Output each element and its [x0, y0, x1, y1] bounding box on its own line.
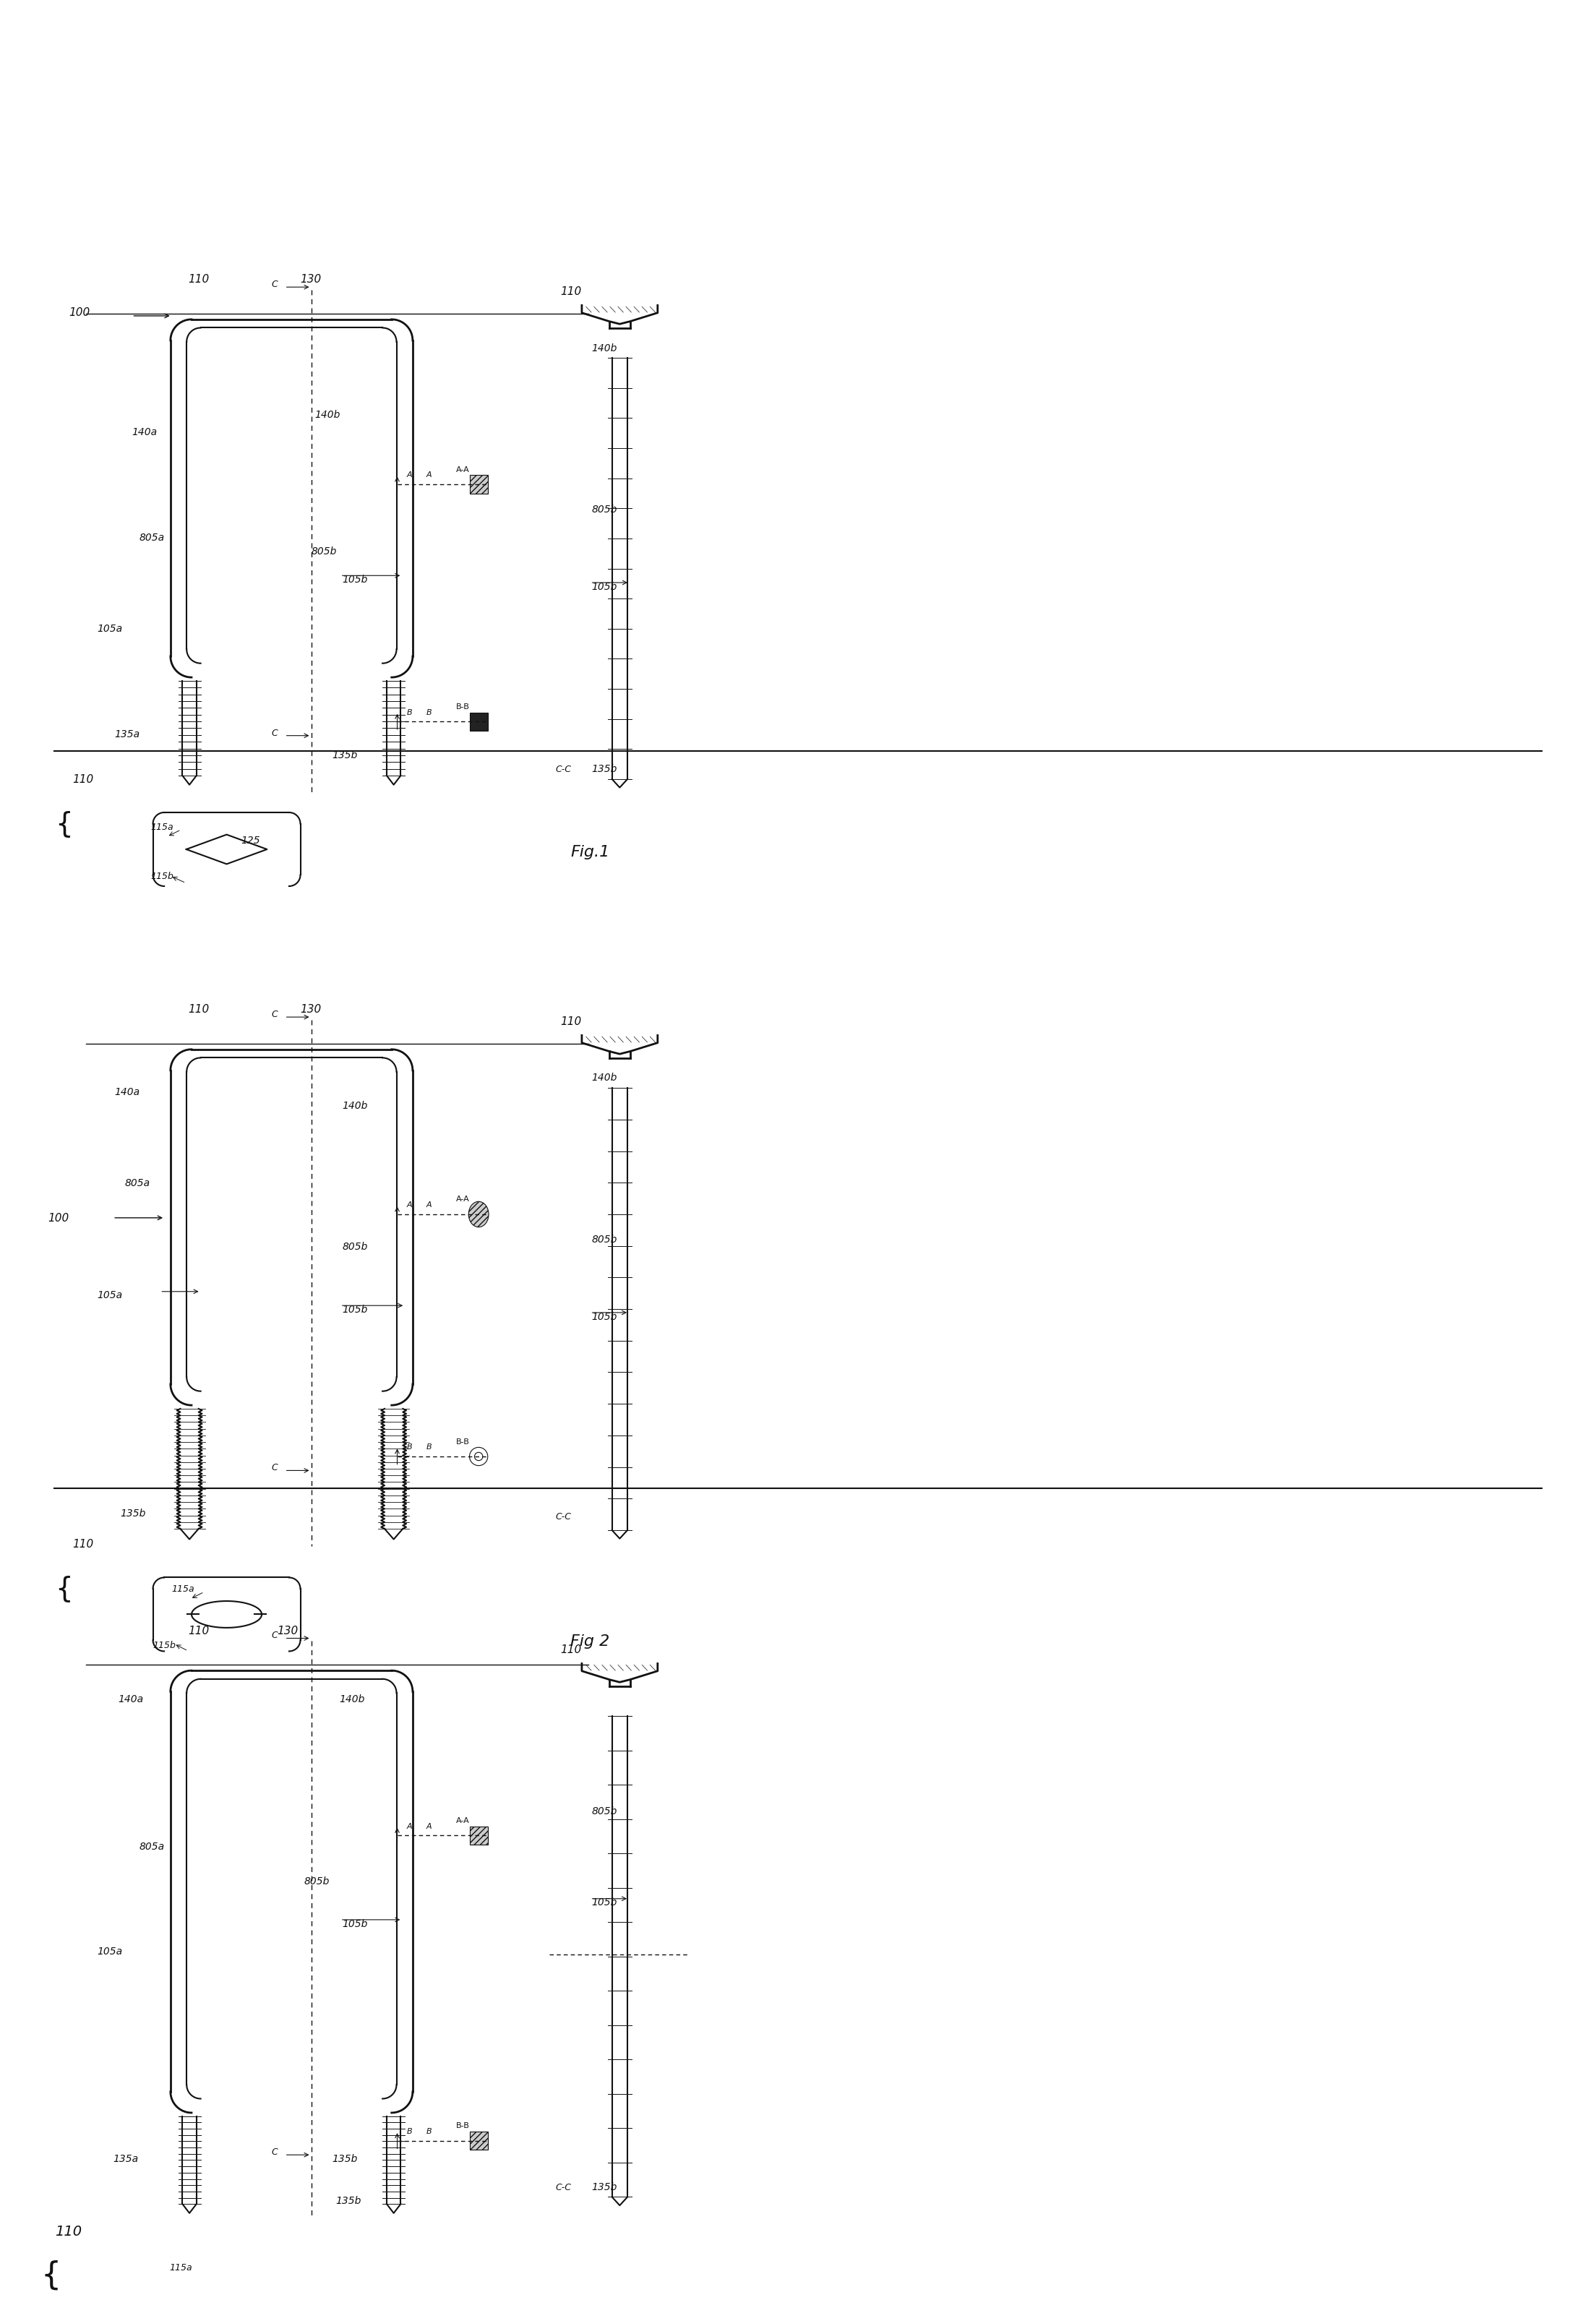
Text: B: B	[407, 708, 412, 717]
Text: A: A	[407, 1823, 412, 1830]
Text: 140b: 140b	[338, 1693, 364, 1705]
Bar	[469, 712, 488, 731]
Text: 110: 110	[560, 1645, 581, 1656]
Text: 110: 110	[72, 775, 93, 784]
Text: C-C: C-C	[555, 766, 571, 775]
Text: 140a: 140a	[132, 428, 158, 437]
Text: 140b: 140b	[314, 409, 340, 419]
Text: 140a: 140a	[118, 1693, 144, 1705]
Text: 110: 110	[188, 275, 209, 284]
Text: 135b: 135b	[332, 749, 358, 761]
Text: 135a: 135a	[113, 2153, 139, 2165]
Text: A-A: A-A	[456, 465, 469, 474]
Text: A-A: A-A	[456, 1818, 469, 1825]
Text: 110: 110	[188, 1004, 209, 1015]
Text: 140a: 140a	[115, 1087, 140, 1096]
Text: {: {	[54, 810, 72, 837]
Text: 105b: 105b	[592, 1311, 618, 1321]
Text: 805a: 805a	[124, 1177, 150, 1189]
Text: {: {	[40, 2260, 61, 2292]
Text: 110: 110	[560, 1015, 581, 1027]
Text: C: C	[271, 729, 278, 738]
Text: 105b: 105b	[343, 1305, 369, 1314]
Text: 115a: 115a	[172, 1584, 195, 1594]
Text: 130: 130	[300, 275, 321, 284]
Text: 805b: 805b	[592, 1806, 618, 1816]
Text: 105b: 105b	[343, 574, 369, 585]
Text: A-A: A-A	[456, 1196, 469, 1203]
Text: 805b: 805b	[592, 504, 618, 513]
Text: B-B: B-B	[456, 1439, 469, 1446]
Text: B: B	[407, 1443, 412, 1450]
Text: 110: 110	[72, 1538, 93, 1550]
Text: A: A	[407, 1200, 412, 1210]
Text: 110: 110	[560, 287, 581, 296]
Text: C: C	[271, 280, 278, 289]
Text: 130: 130	[300, 1004, 321, 1015]
Ellipse shape	[469, 1200, 488, 1228]
Text: A: A	[426, 472, 431, 479]
Text: 115b: 115b	[153, 1640, 176, 1649]
Text: C-C: C-C	[555, 1513, 571, 1522]
Text: 130: 130	[278, 1626, 298, 1635]
Text: 125: 125	[241, 835, 260, 847]
Text: 135b: 135b	[335, 2195, 361, 2207]
Text: 135b: 135b	[120, 1508, 145, 1517]
Text: 140b: 140b	[343, 1101, 369, 1110]
Text: 105a: 105a	[97, 1948, 123, 1957]
Text: 805a: 805a	[139, 532, 164, 544]
Text: 805b: 805b	[311, 546, 337, 557]
Text: Fig 2: Fig 2	[571, 1635, 610, 1649]
Text: B: B	[426, 2128, 431, 2135]
Text: 805a: 805a	[139, 1841, 164, 1853]
Text: B: B	[407, 2128, 412, 2135]
Bar	[469, 2133, 488, 2151]
Text: 135b: 135b	[592, 763, 618, 775]
Text: Fig.1: Fig.1	[571, 844, 610, 858]
Text: 140b: 140b	[592, 342, 618, 354]
Text: 805b: 805b	[343, 1242, 369, 1251]
Text: 100: 100	[48, 1212, 69, 1224]
Text: 100: 100	[69, 308, 89, 317]
Text: 115a: 115a	[152, 823, 174, 833]
Text: 105b: 105b	[592, 581, 618, 592]
Text: 105b: 105b	[592, 1897, 618, 1908]
Text: A: A	[407, 472, 412, 479]
Text: B-B: B-B	[456, 2123, 469, 2130]
Text: C: C	[271, 1011, 278, 1020]
Bar	[469, 1827, 488, 1843]
Text: 110: 110	[54, 2225, 81, 2239]
Bar	[469, 474, 488, 493]
Text: C: C	[271, 1631, 278, 1640]
Text: C: C	[271, 1464, 278, 1473]
Text: C: C	[271, 2149, 278, 2158]
Text: 105b: 105b	[343, 1920, 369, 1929]
Text: 105a: 105a	[97, 625, 123, 634]
Text: 140b: 140b	[592, 1073, 618, 1082]
Text: 110: 110	[188, 1626, 209, 1635]
Text: A: A	[426, 1823, 431, 1830]
Text: 135b: 135b	[592, 2181, 618, 2193]
Text: 135b: 135b	[332, 2153, 358, 2165]
Text: 135a: 135a	[115, 729, 140, 740]
Text: B: B	[426, 1443, 431, 1450]
Text: 115a: 115a	[169, 2264, 192, 2274]
Text: B: B	[426, 708, 431, 717]
Text: 105a: 105a	[97, 1291, 123, 1300]
Text: C-C: C-C	[555, 2183, 571, 2193]
Text: 805b: 805b	[592, 1235, 618, 1244]
Text: B-B: B-B	[456, 703, 469, 710]
Text: A: A	[426, 1200, 431, 1210]
Text: 115b: 115b	[152, 872, 174, 881]
Text: 805b: 805b	[303, 1876, 329, 1887]
Text: {: {	[54, 1575, 72, 1603]
